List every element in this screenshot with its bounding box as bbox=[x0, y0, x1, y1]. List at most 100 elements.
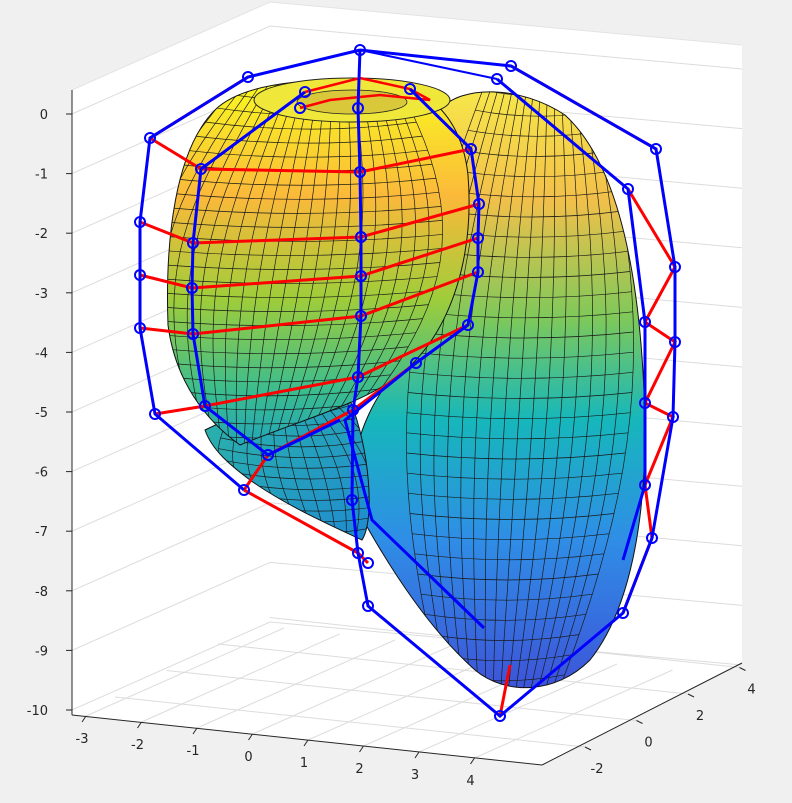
control-point bbox=[187, 237, 199, 249]
z-tick-label: -6 bbox=[35, 466, 48, 481]
surface-top-hole bbox=[296, 89, 408, 115]
mesh-line bbox=[235, 86, 298, 445]
control-net bbox=[134, 44, 681, 722]
z-tick-label: -10 bbox=[27, 704, 48, 719]
mesh-line bbox=[314, 83, 403, 445]
control-point bbox=[238, 484, 250, 496]
mesh-line bbox=[250, 86, 312, 445]
control-point bbox=[617, 607, 629, 619]
mesh-line bbox=[528, 94, 580, 688]
control-point bbox=[669, 336, 681, 348]
z-tick-label: 0 bbox=[40, 108, 48, 123]
mesh-line bbox=[473, 95, 519, 688]
mesh-line bbox=[320, 399, 370, 540]
z-tick-label: -2 bbox=[35, 227, 48, 242]
net-column-line bbox=[496, 77, 647, 561]
net-column-line bbox=[138, 48, 361, 492]
control-point bbox=[505, 60, 517, 72]
grid-line-y bbox=[114, 696, 586, 748]
net-column-line bbox=[247, 48, 498, 80]
control-point bbox=[491, 73, 503, 85]
control-point bbox=[354, 166, 366, 178]
mesh-line bbox=[312, 401, 360, 540]
net-row-line bbox=[139, 202, 480, 245]
control-point bbox=[472, 232, 484, 244]
x-axis-line bbox=[71, 714, 543, 766]
mesh-line bbox=[460, 94, 512, 688]
y-tick-label: -2 bbox=[591, 762, 604, 777]
control-point bbox=[472, 266, 484, 278]
control-point bbox=[362, 600, 374, 612]
control-point bbox=[650, 143, 662, 155]
x-tick-mark bbox=[137, 721, 142, 729]
net-row-line bbox=[139, 236, 479, 290]
mesh-line bbox=[513, 95, 556, 688]
mesh-line bbox=[243, 86, 305, 445]
mesh-line bbox=[492, 95, 534, 688]
control-point bbox=[355, 231, 367, 243]
x-tick-label: -2 bbox=[131, 738, 144, 753]
mesh-line bbox=[212, 85, 283, 445]
net-row-line bbox=[139, 270, 479, 336]
mesh-line bbox=[335, 79, 443, 445]
net-row-line bbox=[154, 323, 469, 416]
y-tick-mark bbox=[687, 693, 695, 698]
control-point bbox=[187, 328, 199, 340]
mesh-line bbox=[278, 86, 341, 445]
z-tick-label: -5 bbox=[35, 406, 48, 421]
x-tick-label: 0 bbox=[244, 750, 252, 765]
x-tick-mark bbox=[248, 733, 253, 741]
control-point bbox=[352, 102, 364, 114]
control-point bbox=[149, 408, 161, 420]
control-point bbox=[404, 83, 416, 95]
z-tick-label: -9 bbox=[35, 644, 48, 659]
mesh-line bbox=[199, 84, 276, 445]
control-point bbox=[354, 44, 366, 56]
control-point bbox=[199, 400, 211, 412]
x-tick-label: -1 bbox=[187, 744, 200, 759]
control-point bbox=[347, 404, 359, 416]
mesh-line bbox=[285, 86, 352, 445]
x-tick-label: -3 bbox=[76, 732, 89, 747]
x-tick-label: 1 bbox=[300, 756, 308, 771]
control-point bbox=[294, 102, 306, 114]
net-column-line bbox=[190, 90, 341, 457]
x-tick-mark bbox=[414, 751, 420, 759]
net-row-line bbox=[149, 136, 472, 174]
y-tick-label: 0 bbox=[644, 736, 652, 751]
control-point bbox=[639, 316, 651, 328]
net-row-line bbox=[498, 664, 512, 717]
control-point bbox=[346, 494, 358, 506]
control-point bbox=[195, 163, 207, 175]
mesh-line bbox=[549, 91, 621, 688]
control-point bbox=[242, 71, 254, 83]
control-point bbox=[410, 357, 422, 369]
control-point bbox=[355, 270, 367, 282]
control-point bbox=[462, 319, 474, 331]
z-tick-label: -3 bbox=[35, 287, 48, 302]
mesh-line bbox=[224, 85, 291, 445]
net-column-line bbox=[343, 87, 486, 630]
mesh-line bbox=[499, 95, 541, 688]
y-tick-label: 2 bbox=[696, 709, 704, 724]
mesh-line bbox=[321, 82, 416, 445]
control-point bbox=[667, 411, 679, 423]
x-tick-mark bbox=[470, 757, 475, 765]
z-tick-label: -4 bbox=[35, 346, 48, 361]
control-point bbox=[494, 710, 506, 722]
y-tick-mark bbox=[739, 667, 746, 671]
z-tick-label: -8 bbox=[35, 585, 48, 600]
mesh-line bbox=[535, 93, 593, 688]
y-tick-mark bbox=[636, 720, 643, 724]
surface bbox=[167, 77, 646, 689]
mesh-line bbox=[293, 85, 364, 445]
control-point bbox=[362, 557, 374, 569]
grid-line-z bbox=[269, 25, 743, 70]
control-point bbox=[352, 371, 364, 383]
y-axis-line bbox=[541, 662, 743, 766]
control-point bbox=[262, 449, 274, 461]
mesh-line bbox=[542, 92, 607, 688]
z-tick-label: -7 bbox=[35, 525, 48, 540]
